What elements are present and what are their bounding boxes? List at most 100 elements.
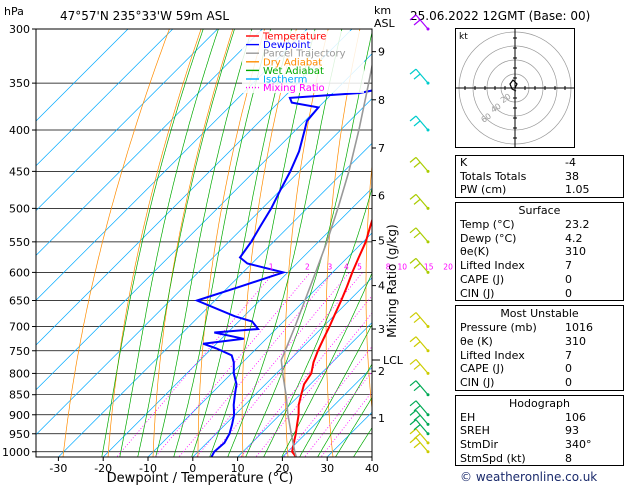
stat-key: CIN (J) [460, 375, 495, 389]
stat-row: K -4 [456, 156, 623, 170]
legend-entry: Parcel Trajectory [263, 49, 346, 60]
km-tick-label: 6 [378, 190, 385, 203]
stat-value: 310 [565, 334, 586, 348]
wind-barb [409, 115, 430, 132]
p-tick-label: 550 [9, 236, 30, 249]
stat-row: EH 106 [456, 411, 623, 425]
stat-row: Temp (°C) 23.2 [456, 218, 623, 232]
stat-key: Temp (°C) [460, 218, 515, 232]
wind-barb [409, 14, 430, 31]
credit-text: © weatheronline.co.uk [460, 470, 598, 484]
km-tick-label: 8 [378, 94, 385, 107]
p-tick-label: 950 [9, 428, 30, 441]
p-tick-label: 400 [9, 124, 30, 137]
stat-key: PW (cm) [460, 183, 507, 197]
most-unstable-table: Most Unstable Pressure (mb) 1016 θe (K) 310… [455, 305, 624, 391]
diagram-grid [36, 29, 372, 457]
wind-barb [409, 419, 430, 436]
x-axis-title: Dewpoint / Temperature (°C) [107, 471, 294, 486]
stat-value: 8 [565, 451, 572, 465]
mixing-ratio-label: 20 [443, 262, 453, 271]
stat-row: Lifted Index 7 [456, 349, 623, 363]
km-tick-label: 9 [378, 46, 385, 59]
stat-row: θe(K) 310 [456, 245, 623, 259]
stat-row: Lifted Index 7 [456, 259, 623, 273]
wind-barb [409, 380, 430, 397]
legend-entry: Dry Adiabat [263, 57, 322, 68]
stat-row: StmDir 340° [456, 438, 623, 452]
p-tick-label: 1000 [2, 446, 30, 459]
stat-key: EH [460, 410, 476, 424]
p-tick-label: 800 [9, 367, 30, 380]
stat-key: CAPE (J) [460, 272, 505, 286]
stat-key: Totals Totals [460, 169, 527, 183]
stat-key: Lifted Index [460, 259, 525, 273]
stat-key: SREH [460, 424, 490, 438]
stat-value: 93 [565, 424, 579, 438]
p-tick-label: 700 [9, 321, 30, 334]
stat-key: StmSpd (kt) [460, 451, 526, 465]
stat-row: CAPE (J) 0 [456, 362, 623, 376]
series-temperature [291, 217, 372, 457]
stat-value: 310 [565, 245, 586, 259]
mixing-ratio-label: 3 [327, 262, 332, 271]
hodograph-trace [509, 79, 518, 92]
km-tick-label: 1 [378, 412, 385, 425]
hodograph-title: Hodograph [509, 396, 570, 410]
km-label: km [374, 4, 391, 17]
x-tick-label: -30 [49, 462, 67, 475]
mixing-ratio-label: 8 [386, 262, 391, 271]
stat-value: 0 [565, 362, 572, 376]
surface-title: Surface [518, 204, 561, 218]
p-tick-label: 500 [9, 202, 30, 215]
stat-key: CAPE (J) [460, 362, 505, 376]
stat-row: Dewp (°C) 4.2 [456, 232, 623, 246]
stat-value: 7 [565, 348, 572, 362]
series-dewpoint [194, 89, 372, 457]
profile-series [194, 62, 372, 457]
km-tick-label: 7 [378, 142, 385, 155]
stat-row: SREH 93 [456, 424, 623, 438]
legend-entry: Dewpoint [263, 40, 311, 51]
indices-table: K -4 Totals Totals 38 PW (cm) 1.05 [455, 155, 624, 199]
wind-barb [409, 428, 430, 445]
most-unstable-title: Most Unstable [500, 307, 579, 321]
stat-value: 0 [565, 375, 572, 389]
wind-barb [409, 409, 430, 426]
stat-value: 1016 [565, 321, 593, 335]
x-tick-label: -20 [94, 462, 112, 475]
stat-row: θe (K) 310 [456, 335, 623, 349]
km-tick-label: 2 [378, 365, 385, 378]
x-tick-label: 0 [189, 462, 196, 475]
p-tick-label: 300 [9, 23, 30, 36]
series-parcel-trajectory [280, 62, 372, 457]
stat-row: PW (cm) 1.05 [456, 183, 623, 197]
wind-barb [409, 227, 430, 244]
x-tick-label: 20 [275, 462, 289, 475]
wind-barb [409, 437, 430, 454]
p-tick-label: 350 [9, 77, 30, 90]
x-tick-label: 40 [365, 462, 379, 475]
stat-key: θe(K) [460, 245, 490, 259]
stat-key: Lifted Index [460, 348, 525, 362]
stat-value: 340° [565, 438, 592, 451]
legend-entry: Isotherm [263, 75, 307, 86]
stat-key: θe (K) [460, 334, 493, 348]
stat-row: Pressure (mb) 1016 [456, 321, 623, 335]
stat-value: 0 [565, 286, 572, 300]
wind-barb [409, 193, 430, 210]
stats-panel: K -4 Totals Totals 38 PW (cm) 1.05 Surface Te… [455, 155, 624, 467]
stat-key: Dewp (°C) [460, 231, 517, 245]
axes: 3003504004505005506006507007508008509009… [2, 23, 404, 475]
stat-row: StmSpd (kt) 8 [456, 452, 623, 466]
wind-barb [409, 68, 430, 85]
mixing-ratio-label: 5 [357, 262, 362, 271]
surface-table: Surface Temp (°C) 23.2 Dewp (°C) 4.2 θe(K) 31… [455, 202, 624, 302]
wind-barb [409, 400, 430, 417]
hodograph-unit-label: kt [459, 32, 468, 42]
wind-barb [409, 336, 430, 353]
legend-entry: Temperature [262, 32, 326, 43]
plot-frame [35, 28, 373, 458]
